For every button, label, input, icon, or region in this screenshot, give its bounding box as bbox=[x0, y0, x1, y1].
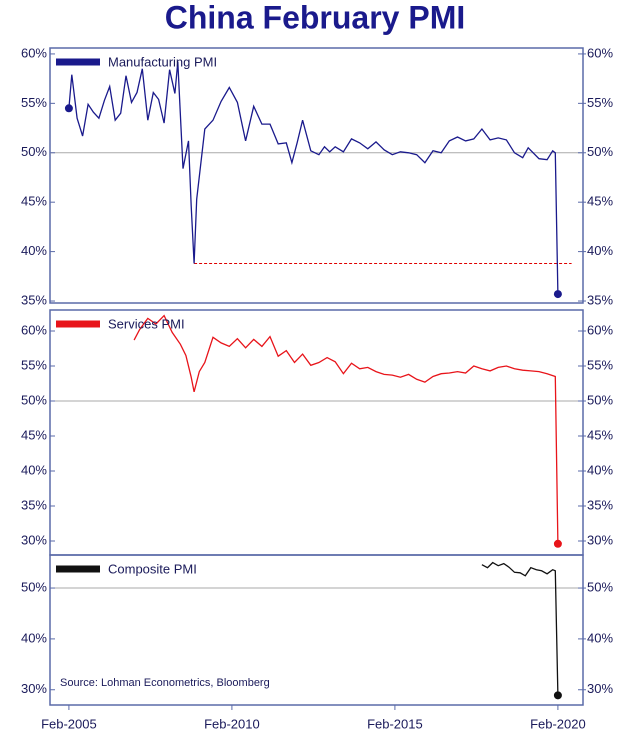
chart-title: China February PMI bbox=[165, 0, 466, 35]
y-tick-label-right: 55% bbox=[587, 95, 613, 110]
y-tick-label-left: 55% bbox=[21, 357, 47, 372]
y-tick-label-right: 35% bbox=[587, 497, 613, 512]
y-tick-label-left: 40% bbox=[21, 243, 47, 258]
y-tick-label-right: 35% bbox=[587, 292, 613, 307]
y-tick-label-left: 50% bbox=[21, 144, 47, 159]
endpoint-marker bbox=[553, 539, 562, 548]
source-note: Source: Lohman Econometrics, Bloomberg bbox=[60, 677, 270, 689]
y-tick-label-left: 35% bbox=[21, 292, 47, 307]
legend-label: Services PMI bbox=[108, 316, 185, 331]
legend-label: Composite PMI bbox=[108, 561, 197, 576]
y-tick-label-right: 45% bbox=[587, 194, 613, 209]
y-tick-label-left: 40% bbox=[21, 630, 47, 645]
y-tick-label-right: 50% bbox=[587, 579, 613, 594]
y-tick-label-right: 60% bbox=[587, 45, 613, 60]
y-tick-label-left: 60% bbox=[21, 45, 47, 60]
endpoint-marker bbox=[553, 290, 562, 299]
data-line bbox=[133, 314, 559, 544]
y-tick-label-right: 45% bbox=[587, 427, 613, 442]
data-line bbox=[481, 561, 559, 696]
panel-frame bbox=[49, 554, 584, 706]
legend-label: Manufacturing PMI bbox=[108, 54, 217, 69]
y-tick-label-left: 30% bbox=[21, 532, 47, 547]
y-tick-label-right: 40% bbox=[587, 462, 613, 477]
y-tick-label-right: 40% bbox=[587, 243, 613, 258]
endpoint-marker bbox=[553, 691, 562, 700]
y-tick-label-left: 50% bbox=[21, 392, 47, 407]
y-tick-label-right: 50% bbox=[587, 392, 613, 407]
panel-frame bbox=[49, 309, 584, 556]
y-tick-label-right: 50% bbox=[587, 144, 613, 159]
y-tick-label-right: 55% bbox=[587, 357, 613, 372]
x-tick-label: Feb-2015 bbox=[367, 716, 423, 731]
y-tick-label-left: 55% bbox=[21, 95, 47, 110]
y-tick-label-left: 45% bbox=[21, 427, 47, 442]
y-tick-label-left: 50% bbox=[21, 579, 47, 594]
y-tick-label-left: 60% bbox=[21, 322, 47, 337]
x-tick-label: Feb-2020 bbox=[530, 716, 586, 731]
x-tick-label: Feb-2010 bbox=[204, 716, 260, 731]
y-tick-label-right: 30% bbox=[587, 532, 613, 547]
y-tick-label-left: 35% bbox=[21, 497, 47, 512]
panel-frame bbox=[49, 47, 584, 304]
y-tick-label-left: 40% bbox=[21, 462, 47, 477]
x-tick-label: Feb-2005 bbox=[41, 716, 97, 731]
y-tick-label-right: 60% bbox=[587, 322, 613, 337]
y-tick-label-right: 40% bbox=[587, 630, 613, 645]
y-tick-label-right: 30% bbox=[587, 681, 613, 696]
endpoint-marker bbox=[64, 104, 73, 113]
y-tick-label-left: 30% bbox=[21, 681, 47, 696]
data-line bbox=[68, 61, 559, 295]
y-tick-label-left: 45% bbox=[21, 194, 47, 209]
